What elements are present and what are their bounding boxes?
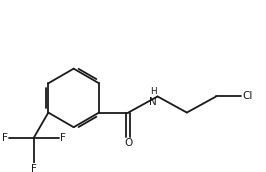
Text: H: H	[150, 87, 156, 96]
Text: Cl: Cl	[242, 92, 252, 101]
Text: O: O	[124, 138, 132, 148]
Text: F: F	[2, 133, 8, 143]
Text: N: N	[149, 97, 156, 107]
Text: F: F	[60, 133, 65, 143]
Text: F: F	[31, 164, 37, 172]
